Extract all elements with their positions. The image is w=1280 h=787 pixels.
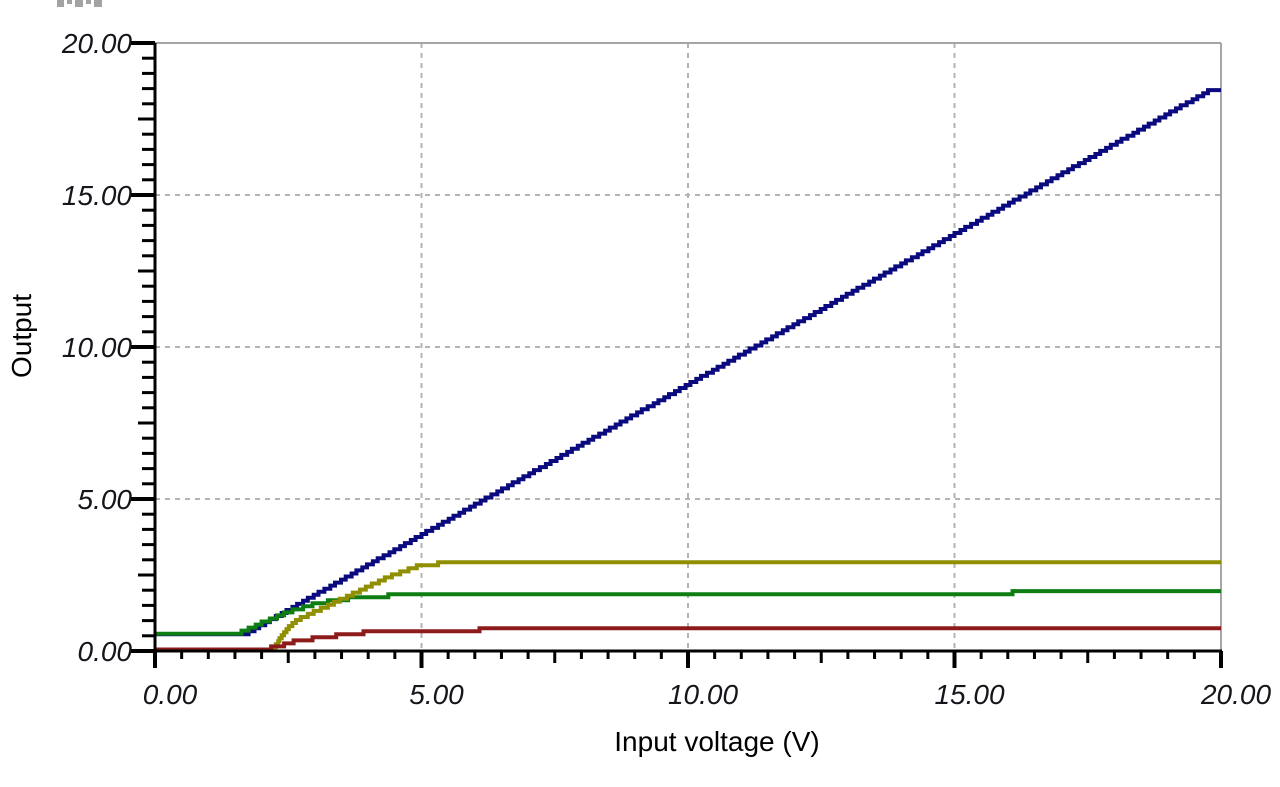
artifact-fragment [94, 0, 102, 7]
y-tick-label: 20.00 [61, 28, 132, 59]
y-tick-label: 15.00 [62, 180, 132, 211]
series-green-saturating-output [155, 589, 1221, 636]
artifact-fragment [75, 0, 83, 7]
y-axis-title: Output [6, 293, 37, 379]
series-navy-linear-ramp [155, 88, 1221, 637]
x-tick-label: 10.00 [668, 679, 738, 710]
x-tick-label: 5.00 [409, 679, 464, 710]
series-olive-saturating-output [155, 560, 1221, 653]
y-tick-label: 5.00 [78, 484, 133, 515]
artifact-fragment [57, 0, 64, 7]
x-tick-label: 15.00 [934, 679, 1004, 710]
x-tick-label: 20.00 [1200, 679, 1271, 710]
series-dark-red-saturating-output [155, 626, 1221, 652]
x-tick-label: 0.00 [143, 679, 198, 710]
artifact-fragment [67, 0, 72, 4]
artifact-fragment [86, 0, 91, 4]
x-axis-title: Input voltage (V) [614, 726, 820, 757]
y-tick-label: 10.00 [62, 332, 132, 363]
y-tick-label: 0.00 [78, 636, 133, 667]
clipped-text-artifact [57, 0, 102, 7]
